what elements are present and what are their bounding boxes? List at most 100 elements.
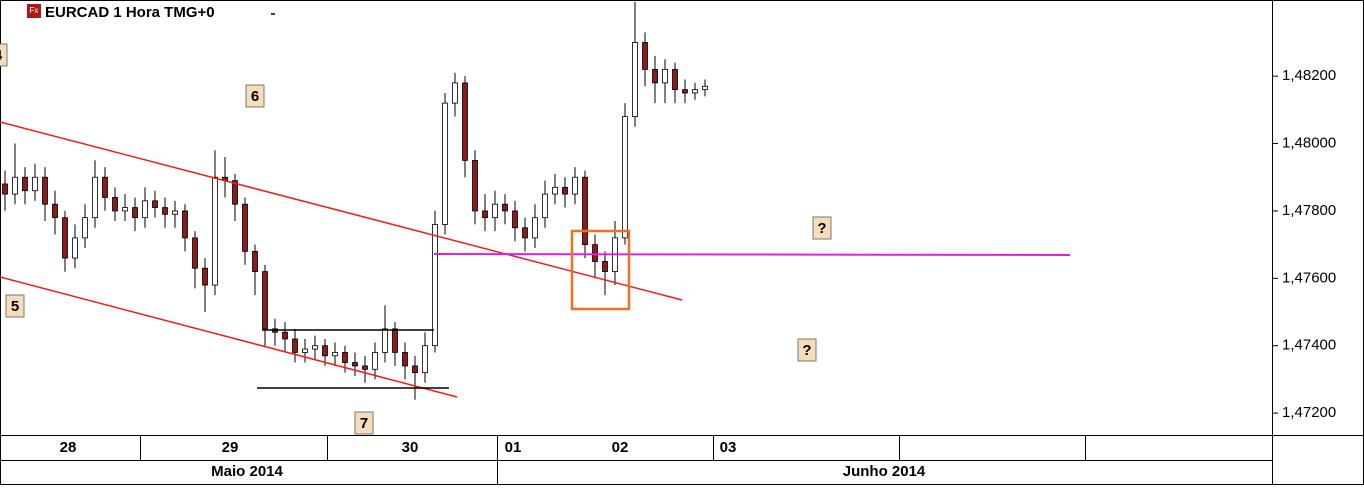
annotation: 7 xyxy=(360,415,368,432)
x-tick-label: 29 xyxy=(222,439,239,456)
candle-body xyxy=(502,203,508,212)
y-tick-label: 1,47400 xyxy=(1282,337,1336,354)
candle-body xyxy=(542,193,548,219)
annotation: 5 xyxy=(11,298,19,315)
candle-body xyxy=(92,176,98,219)
candle-body xyxy=(2,183,8,195)
candle-body xyxy=(492,203,498,219)
candle-body xyxy=(672,69,678,91)
candle-body xyxy=(412,365,418,374)
drawings xyxy=(0,121,1071,398)
x-tick-label: 30 xyxy=(402,439,419,456)
chart-title: EURCAD 1 Hora TMG+0 xyxy=(45,4,215,21)
candle-body xyxy=(562,186,568,195)
candle-body xyxy=(572,176,578,195)
candle-body xyxy=(192,237,198,269)
candle-body xyxy=(432,224,438,347)
candle-body xyxy=(62,217,68,259)
candle-body xyxy=(332,352,338,357)
candle-body xyxy=(152,200,158,208)
candle-body xyxy=(662,69,668,84)
candle-body xyxy=(632,42,638,117)
candle-body xyxy=(72,237,78,259)
candle-body xyxy=(472,159,478,212)
candle-body xyxy=(102,176,108,198)
candle-body xyxy=(522,227,528,239)
y-tick-label: 1,47800 xyxy=(1282,202,1336,219)
candle-body xyxy=(282,331,288,340)
month-label: Maio 2014 xyxy=(211,463,283,480)
y-tick-label: 1,48000 xyxy=(1282,135,1336,152)
annotation-box xyxy=(0,43,8,67)
candle-body xyxy=(302,348,308,353)
candle-body xyxy=(392,328,398,353)
candle-body xyxy=(622,116,628,239)
candle-body xyxy=(682,89,688,94)
candle-body xyxy=(82,217,88,239)
candle-body xyxy=(452,82,458,104)
annotation-box xyxy=(797,338,817,362)
annotation-box xyxy=(5,294,25,318)
annotations: 4 6 5 7?? xyxy=(0,43,832,435)
candle-body xyxy=(42,176,48,205)
channel-line xyxy=(0,121,683,301)
annotation-box xyxy=(354,411,374,435)
candle-body xyxy=(262,271,268,330)
y-tick-label: 1,48200 xyxy=(1282,67,1336,84)
day-separators xyxy=(140,435,1086,485)
candle-body xyxy=(552,186,558,195)
candle-body xyxy=(232,180,238,205)
candle-body xyxy=(402,352,408,367)
x-tick-label: 01 xyxy=(505,439,522,456)
candle-body xyxy=(362,365,368,370)
candle-body xyxy=(292,338,298,353)
candle-body xyxy=(582,176,588,246)
candle-body xyxy=(142,200,148,219)
annotation: ? xyxy=(802,342,811,359)
candle-body xyxy=(172,210,178,215)
annotation-box xyxy=(812,216,832,240)
candle-body xyxy=(692,89,698,94)
candle-body xyxy=(642,42,648,70)
candle-body xyxy=(52,203,58,219)
candle-body xyxy=(462,82,468,161)
candle-body xyxy=(12,176,18,195)
candle-body xyxy=(372,352,378,370)
annotation-box xyxy=(245,84,265,108)
icon-text: Fx xyxy=(30,6,39,15)
level-line xyxy=(433,253,1071,256)
candle-body xyxy=(32,176,38,192)
candle-body xyxy=(132,207,138,219)
candle-body xyxy=(652,69,658,84)
candle-body xyxy=(422,345,428,374)
candle-body xyxy=(182,210,188,239)
annotation: 6 xyxy=(251,88,259,105)
candle-body xyxy=(592,244,598,262)
annotation: ? xyxy=(817,220,826,237)
x-tick-label: 03 xyxy=(720,439,737,456)
candle-body xyxy=(342,352,348,363)
candle-body xyxy=(122,207,128,212)
candle-body xyxy=(252,250,258,272)
candle-body xyxy=(242,203,248,252)
candle-body xyxy=(22,176,28,192)
candle-body xyxy=(702,85,708,91)
candle-body xyxy=(382,328,388,353)
y-tick-label: 1,47600 xyxy=(1282,269,1336,286)
candle-body xyxy=(202,267,208,286)
icon xyxy=(27,4,41,18)
highlight-box xyxy=(570,229,631,311)
x-tick-label: 02 xyxy=(612,439,629,456)
candle-body xyxy=(322,345,328,357)
annotation: 4 xyxy=(0,47,3,64)
candle-body xyxy=(482,210,488,219)
candle-body xyxy=(112,197,118,212)
x-tick-label: 28 xyxy=(60,439,77,456)
candle-body xyxy=(212,176,218,286)
month-label: Junho 2014 xyxy=(843,463,926,480)
candle-body xyxy=(512,210,518,229)
candle-body xyxy=(602,261,608,272)
channel-line xyxy=(0,276,458,398)
